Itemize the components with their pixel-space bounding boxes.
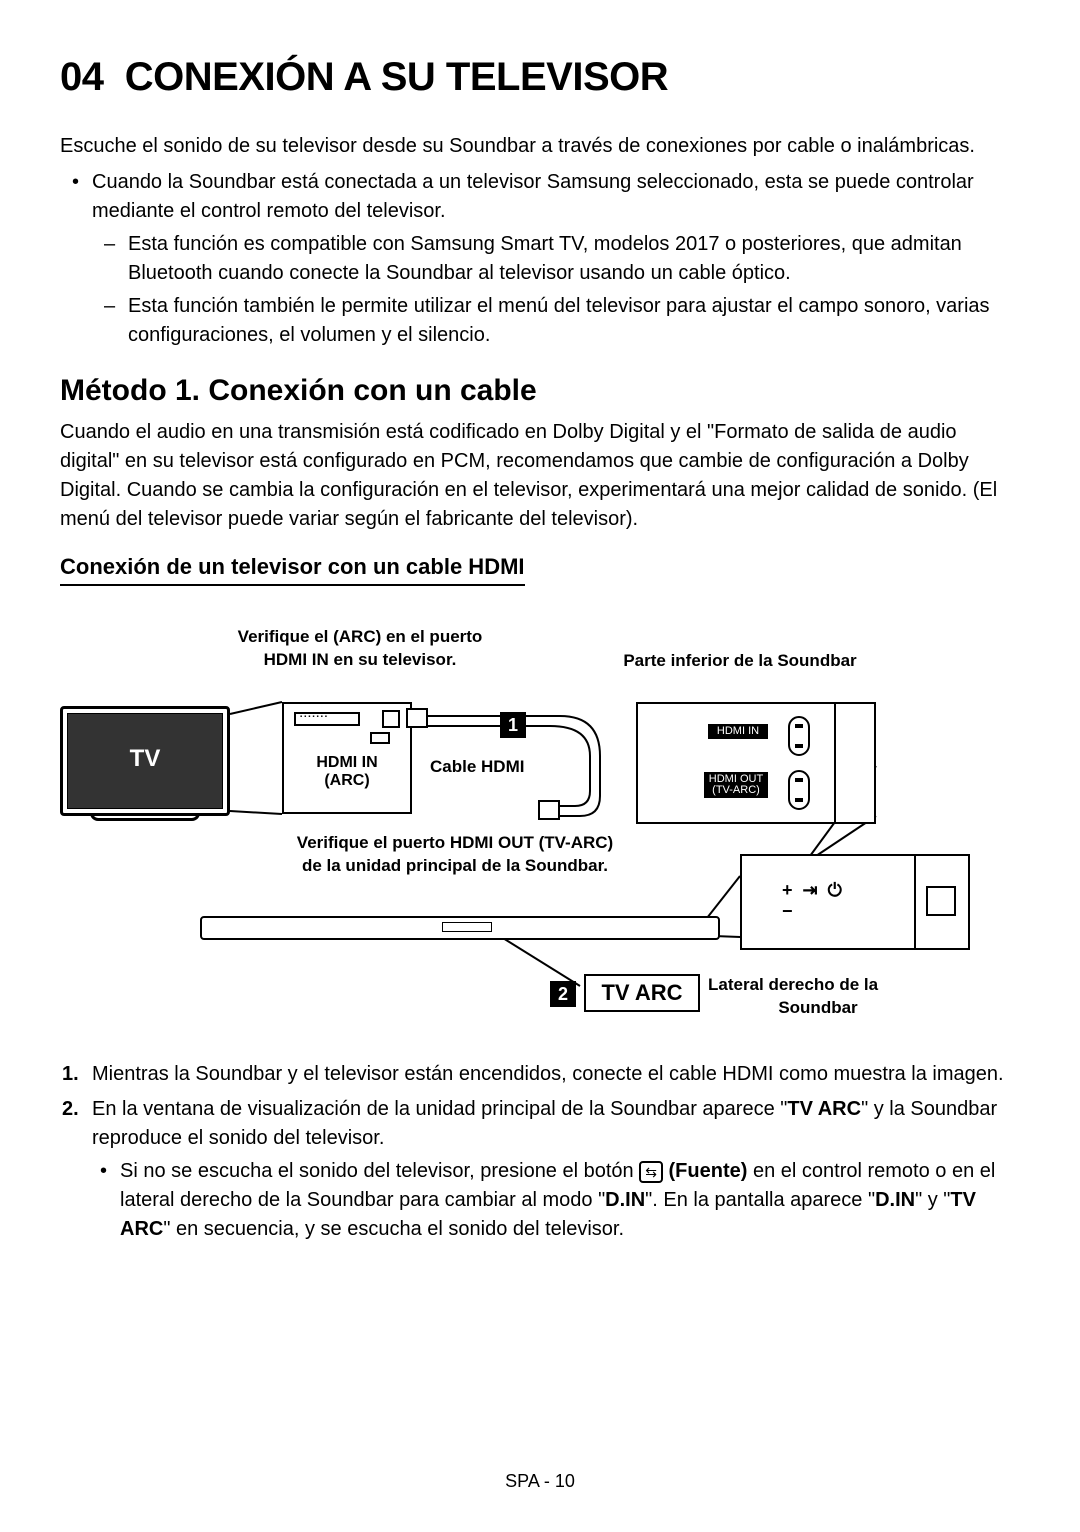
tv-stand bbox=[90, 813, 200, 821]
step-item: Mientras la Soundbar y el televisor está… bbox=[92, 1060, 1020, 1089]
dash-item: Esta función es compatible con Samsung S… bbox=[128, 230, 1020, 288]
dash-item: Esta función también le permite utilizar… bbox=[128, 292, 1020, 350]
hdmi-out-port bbox=[788, 770, 810, 810]
sub-bullet-list: Si no se escucha el sonido del televisor… bbox=[92, 1157, 1020, 1244]
step-badge-1: 1 bbox=[500, 712, 526, 738]
verify-out-label: Verifique el puerto HDMI OUT (TV-ARC) de… bbox=[270, 832, 640, 878]
tv-arc-display: TV ARC bbox=[584, 974, 700, 1012]
tv-device: TV bbox=[60, 706, 230, 816]
hdmi-in-port-label: HDMI IN bbox=[708, 724, 768, 739]
bottom-soundbar-label: Parte inferior de la Soundbar bbox=[580, 650, 900, 673]
subsection-title: Conexión de un televisor con un cable HD… bbox=[60, 554, 525, 586]
source-icon: ⇆ bbox=[639, 1161, 663, 1183]
tv-port-label: HDMI IN (ARC) bbox=[282, 754, 412, 791]
hdmi-connector-left bbox=[406, 708, 428, 728]
diagram-lines bbox=[60, 616, 1020, 1036]
soundbar-port-panel: HDMI IN HDMI OUT (TV-ARC) bbox=[636, 702, 876, 824]
steps-list: Mientras la Soundbar y el televisor está… bbox=[60, 1060, 1020, 1244]
method-title: Método 1. Conexión con un cable bbox=[60, 374, 1020, 408]
side-panel-icons: + ⇥ ⏻− bbox=[782, 880, 842, 922]
section-title-text: CONEXIÓN A SU TELEVISOR bbox=[125, 55, 668, 99]
step-item: En la ventana de visualización de la uni… bbox=[92, 1095, 1020, 1244]
tv-label: TV bbox=[63, 745, 227, 773]
page-footer: SPA - 10 bbox=[0, 1471, 1080, 1492]
section-title: 04 CONEXIÓN A SU TELEVISOR bbox=[60, 55, 1020, 100]
method-text: Cuando el audio en una transmisión está … bbox=[60, 418, 1020, 534]
connection-diagram: Verifique el (ARC) en el puerto HDMI IN … bbox=[60, 616, 1020, 1036]
tv-port-small bbox=[382, 710, 400, 728]
step-badge-2: 2 bbox=[550, 981, 576, 1007]
section-number: 04 bbox=[60, 55, 104, 99]
bullet-list: Cuando la Soundbar está conectada a un t… bbox=[60, 168, 1020, 350]
right-side-label: Lateral derecho de la Soundbar bbox=[708, 974, 928, 1020]
bullet-item: Cuando la Soundbar está conectada a un t… bbox=[92, 168, 1020, 350]
verify-arc-label: Verifique el (ARC) en el puerto HDMI IN … bbox=[210, 626, 510, 672]
hdmi-connector-right bbox=[538, 800, 560, 820]
soundbar-device bbox=[200, 916, 720, 940]
hdmi-in-port bbox=[788, 716, 810, 756]
dash-list: Esta función es compatible con Samsung S… bbox=[92, 230, 1020, 350]
intro-text: Escuche el sonido de su televisor desde … bbox=[60, 132, 1020, 160]
sub-bullet-item: Si no se escucha el sonido del televisor… bbox=[120, 1157, 1020, 1244]
soundbar-side-panel: + ⇥ ⏻− bbox=[740, 854, 970, 950]
cable-hdmi-label: Cable HDMI bbox=[430, 756, 524, 779]
tv-port-slot: ▪▪▪▪▪▪▪ bbox=[294, 712, 360, 726]
hdmi-out-port-label: HDMI OUT (TV-ARC) bbox=[704, 772, 768, 798]
